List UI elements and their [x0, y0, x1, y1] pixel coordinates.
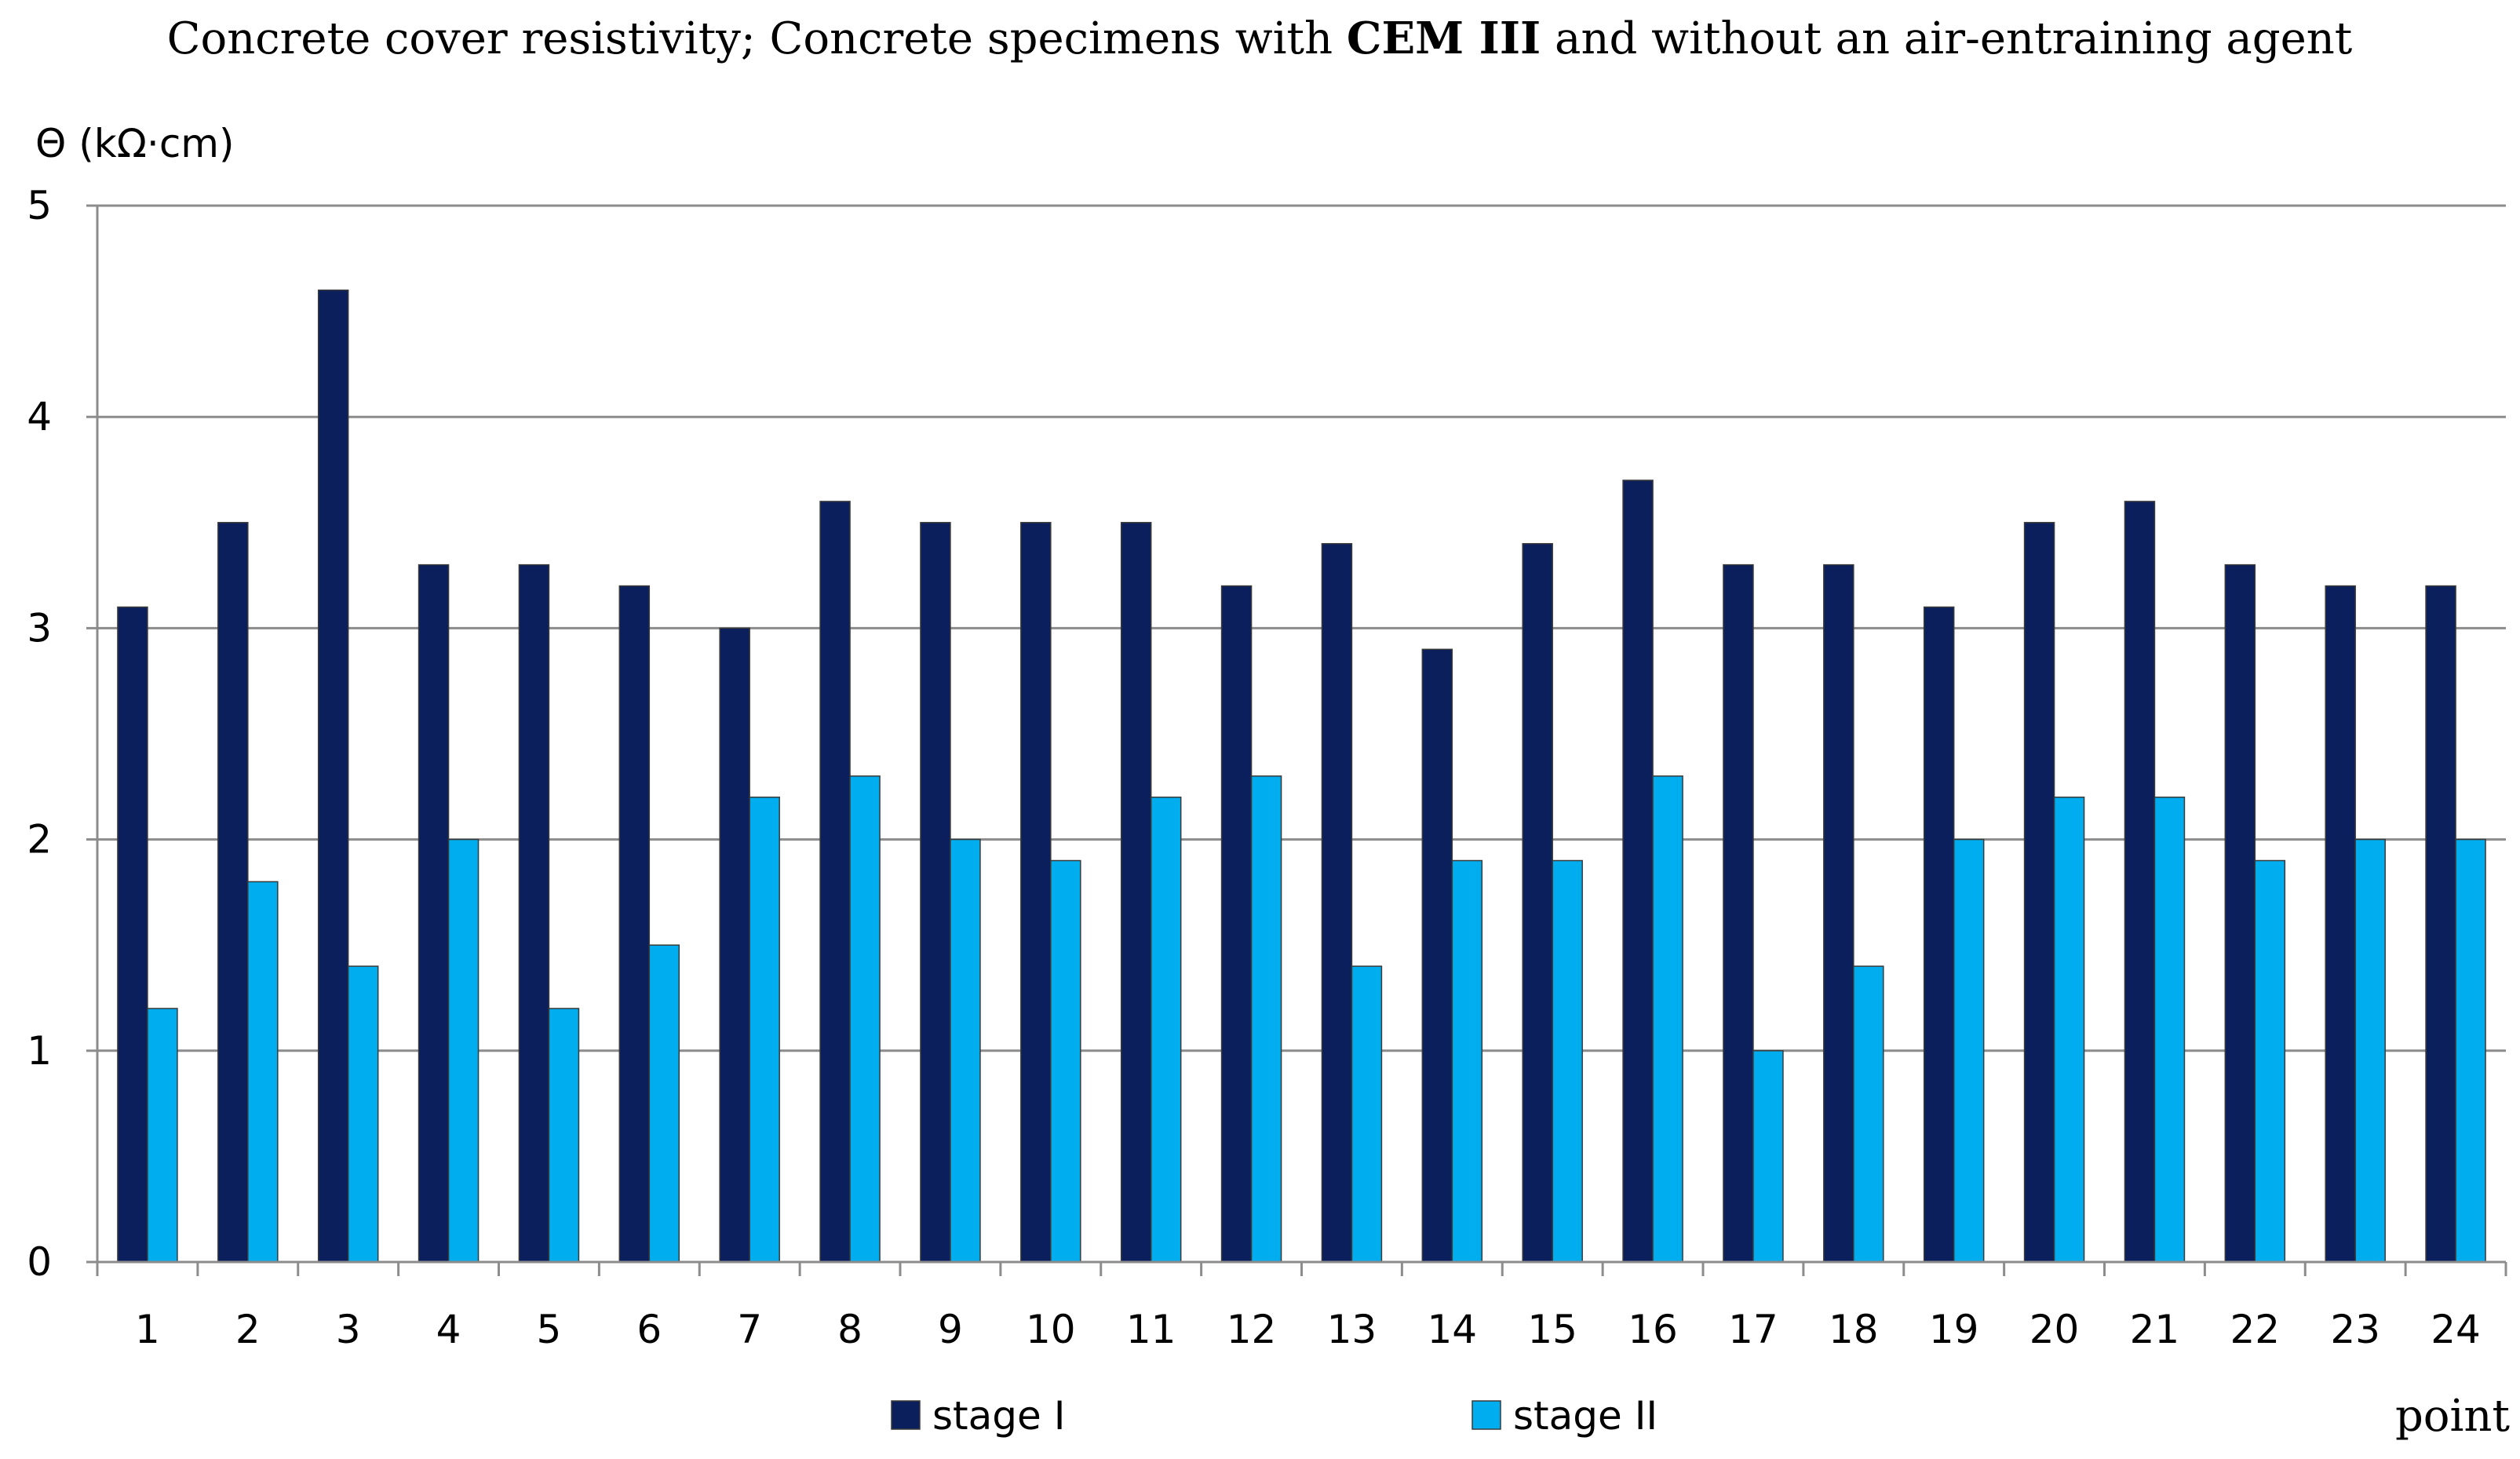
- bar-series-1-point-15: [1522, 542, 1553, 1263]
- bar-series-1-point-5: [518, 564, 550, 1263]
- x-tick-label: 14: [1428, 1307, 1478, 1352]
- chart-title-suffix: and without an air-entraining agent: [1541, 13, 2353, 64]
- x-tick-label: 19: [1929, 1307, 1979, 1352]
- y-tick-labels: 0 1 2 3 4 5: [27, 183, 52, 1285]
- legend: stage I stage II: [891, 1393, 1658, 1439]
- bar-series-2-point-4: [447, 838, 480, 1263]
- x-tick-label: 23: [2330, 1307, 2380, 1352]
- bar-series-1-point-9: [920, 522, 951, 1263]
- y-tick-label: 0: [27, 1239, 52, 1285]
- x-tick-label: 24: [2431, 1307, 2481, 1352]
- legend-swatch-series-1: [891, 1400, 921, 1430]
- x-tick-label: 21: [2130, 1307, 2180, 1352]
- y-axis-label: Θ (kΩ·cm): [35, 121, 235, 166]
- bar-series-2-point-2: [247, 881, 279, 1263]
- bar-series-1-point-18: [1823, 564, 1854, 1263]
- bar-series-2-point-5: [548, 1008, 580, 1263]
- x-axis-label: point: [2395, 1391, 2511, 1442]
- bar-series-2-point-13: [1351, 965, 1383, 1263]
- x-tick-label: 1: [135, 1307, 160, 1352]
- bar-series-1-point-6: [618, 585, 651, 1263]
- bar-series-2-point-12: [1250, 775, 1282, 1263]
- bar-series-1-point-21: [2124, 501, 2156, 1263]
- bar-series-2-point-3: [347, 965, 379, 1263]
- bar-series-2-point-10: [1050, 859, 1081, 1263]
- x-tick-label: 4: [436, 1307, 461, 1352]
- legend-label-series-1: stage I: [932, 1393, 1065, 1439]
- bar-series-2-point-1: [147, 1008, 178, 1263]
- y-tick-label: 2: [27, 817, 52, 863]
- bar-series-2-point-8: [849, 775, 881, 1263]
- axes: [86, 204, 2507, 1276]
- legend-label-series-2: stage II: [1513, 1393, 1658, 1439]
- x-tick-label: 12: [1227, 1307, 1277, 1352]
- x-tick-label: 11: [1126, 1307, 1176, 1352]
- bar-series-2-point-16: [1652, 775, 1683, 1263]
- x-tick-label: 20: [2029, 1307, 2080, 1352]
- bar-series-1-point-17: [1723, 564, 1754, 1263]
- x-tick-label: 2: [235, 1307, 261, 1352]
- bar-series-1-point-22: [2224, 564, 2256, 1263]
- bar-series-2-point-20: [2053, 797, 2085, 1263]
- bar-series-1-point-1: [117, 606, 148, 1263]
- x-tick-labels: 1 2 3 4 5 6 7 8 9 10 11 12 13 14 15 16 17 18 19 20 21 22 23 24: [135, 1307, 2481, 1352]
- x-tick-label: 15: [1527, 1307, 1577, 1352]
- x-tick-label: 18: [1829, 1307, 1879, 1352]
- bar-series-2-point-22: [2254, 859, 2286, 1263]
- bar-series-1-point-23: [2325, 585, 2356, 1263]
- bar-series-2-point-6: [648, 944, 680, 1263]
- bar-series-2-point-24: [2455, 838, 2486, 1263]
- x-tick-label: 9: [938, 1307, 963, 1352]
- bar-series-1-point-13: [1321, 542, 1353, 1263]
- bar-series-2-point-9: [950, 838, 981, 1263]
- y-tick-label: 4: [27, 394, 52, 440]
- x-tick-label: 5: [537, 1307, 562, 1352]
- x-tick-label: 17: [1728, 1307, 1778, 1352]
- bar-series-2-point-23: [2354, 838, 2386, 1263]
- legend-swatch-series-2: [1472, 1400, 1501, 1430]
- bar-series-1-point-3: [317, 289, 349, 1263]
- bar-series-1-point-12: [1220, 585, 1253, 1263]
- bar-series-2-point-19: [1953, 838, 1985, 1263]
- y-tick-label: 3: [27, 605, 52, 651]
- bar-series-2-point-14: [1451, 859, 1483, 1263]
- bar-series-2-point-15: [1552, 859, 1583, 1263]
- x-tick-label: 6: [636, 1307, 662, 1352]
- bar-series-2-point-17: [1752, 1050, 1784, 1263]
- bar-series-2-point-21: [2153, 797, 2186, 1263]
- bar-series-1-point-24: [2425, 585, 2456, 1263]
- bar-series-1-point-2: [217, 522, 249, 1263]
- bar-series-1-point-7: [719, 627, 750, 1263]
- bar-series-1-point-19: [1923, 606, 1955, 1263]
- x-tick-label: 8: [837, 1307, 862, 1352]
- bar-series-1-point-14: [1421, 648, 1453, 1263]
- x-tick-label: 16: [1628, 1307, 1678, 1352]
- chart-title-bold: CEM III: [1347, 13, 1541, 64]
- x-tick-label: 7: [737, 1307, 762, 1352]
- y-tick-label: 1: [27, 1028, 52, 1074]
- chart-title: Concrete cover resistivity; Concrete spe…: [167, 13, 2353, 64]
- bars: [117, 289, 2486, 1263]
- x-tick-label: 13: [1327, 1307, 1377, 1352]
- bar-series-1-point-4: [418, 564, 450, 1263]
- bar-series-2-point-11: [1150, 797, 1182, 1263]
- bar-series-1-point-10: [1020, 522, 1052, 1263]
- x-tick-label: 3: [336, 1307, 361, 1352]
- bar-series-1-point-11: [1120, 522, 1152, 1263]
- chart-title-prefix: Concrete cover resistivity; Concrete spe…: [167, 13, 1347, 64]
- x-tick-label: 10: [1026, 1307, 1076, 1352]
- bar-series-2-point-7: [749, 797, 780, 1263]
- bar-series-1-point-8: [819, 501, 851, 1263]
- y-tick-label: 5: [27, 183, 52, 228]
- gridlines: [97, 204, 2506, 1052]
- bar-series-2-point-18: [1853, 965, 1884, 1263]
- x-tick-label: 22: [2230, 1307, 2281, 1352]
- bar-series-1-point-20: [2023, 522, 2055, 1263]
- bar-series-1-point-16: [1622, 480, 1654, 1263]
